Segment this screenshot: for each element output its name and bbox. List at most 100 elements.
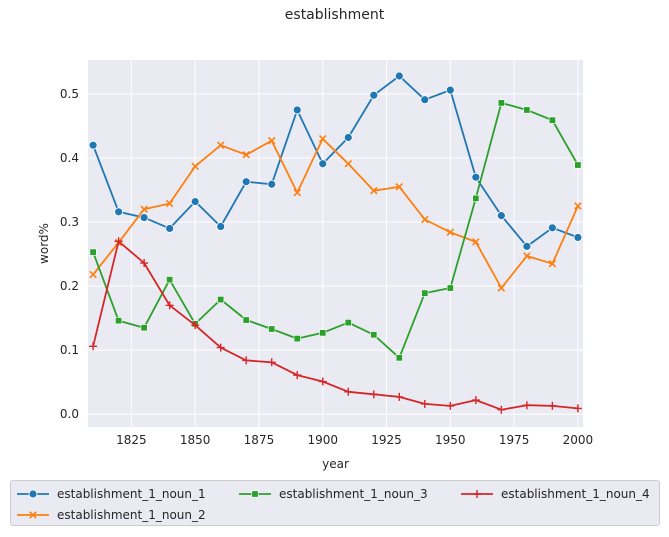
data-point — [217, 296, 225, 304]
x-tick-label: 1900 — [307, 433, 338, 447]
data-point — [292, 105, 302, 115]
legend-label: establishment_1_noun_2 — [57, 508, 206, 522]
y-tick-label: 0.4 — [60, 151, 79, 165]
series-layer — [88, 71, 583, 414]
data-point — [166, 276, 174, 284]
y-tick-label: 0.2 — [60, 279, 79, 293]
series-line — [92, 137, 579, 289]
data-point — [574, 202, 582, 210]
legend-marker — [473, 490, 481, 498]
data-point — [242, 151, 250, 159]
series-4 — [89, 237, 582, 414]
data-point — [548, 259, 557, 268]
series-2 — [89, 135, 582, 292]
data-point — [421, 289, 429, 297]
data-point — [114, 207, 124, 217]
data-point — [394, 71, 404, 81]
data-point — [496, 211, 506, 221]
x-axis-label: year — [322, 457, 349, 471]
chart-title: establishment — [284, 7, 385, 23]
legend-label: establishment_1_noun_4 — [501, 487, 650, 501]
data-point — [165, 199, 174, 208]
legend-label: establishment_1_noun_3 — [279, 487, 428, 501]
legend-swatch — [17, 489, 49, 499]
series-line — [92, 102, 579, 359]
data-point — [522, 241, 532, 251]
data-point — [89, 248, 97, 256]
data-point — [89, 342, 98, 351]
data-point — [140, 259, 149, 268]
data-point — [370, 186, 378, 195]
data-point — [497, 284, 506, 292]
data-point — [547, 223, 557, 233]
data-point — [191, 162, 199, 171]
series-3 — [89, 99, 582, 362]
plot-area — [88, 60, 583, 427]
data-point — [369, 390, 378, 399]
data-point — [548, 401, 557, 410]
data-point — [472, 194, 480, 202]
y-tick-label: 0.0 — [60, 407, 79, 421]
data-point — [191, 321, 200, 330]
data-point — [318, 159, 328, 169]
data-point — [369, 90, 379, 100]
data-point — [293, 371, 302, 380]
y-tick-label: 0.3 — [60, 215, 79, 229]
axis-ticks: 1825 1850 1875 1900 1925 1950 1975 2000 0.0 0.1 0.… — [60, 87, 593, 447]
y-tick-label: 0.5 — [60, 87, 79, 101]
x-tick-label: 2000 — [563, 433, 594, 447]
legend-swatch — [461, 490, 493, 498]
data-point — [267, 179, 277, 189]
data-point — [445, 85, 455, 95]
data-point — [242, 356, 251, 365]
data-point — [318, 135, 327, 143]
x-tick-label: 1825 — [116, 433, 147, 447]
data-point — [88, 140, 98, 150]
x-tick-label: 1925 — [371, 433, 402, 447]
data-point — [523, 106, 531, 114]
data-point — [446, 284, 454, 292]
data-point — [395, 392, 404, 401]
data-point — [395, 354, 403, 362]
data-point — [139, 213, 149, 222]
legend-marker — [29, 511, 37, 519]
data-point — [216, 343, 225, 352]
data-point — [420, 95, 430, 105]
data-point — [472, 238, 480, 246]
data-point — [344, 159, 353, 168]
data-point — [471, 172, 481, 182]
x-tick-label: 1950 — [435, 433, 466, 447]
data-point — [165, 224, 175, 233]
y-axis-label: word% — [37, 223, 51, 264]
data-point — [446, 228, 455, 237]
data-point — [140, 324, 148, 332]
data-point — [548, 116, 556, 124]
data-point — [497, 99, 505, 107]
data-point — [89, 270, 97, 279]
data-point — [471, 396, 480, 405]
x-tick-label: 1875 — [244, 433, 275, 447]
data-point — [293, 188, 301, 197]
data-point — [420, 399, 429, 408]
data-point — [523, 252, 531, 260]
y-tick-label: 0.1 — [60, 343, 79, 357]
data-point — [114, 237, 123, 246]
legend-marker — [251, 490, 259, 498]
data-point — [293, 335, 301, 343]
data-point — [115, 317, 123, 325]
data-point — [267, 358, 276, 367]
legend-label: establishment_1_noun_1 — [57, 487, 206, 501]
legend-swatch — [239, 490, 271, 498]
data-point — [267, 136, 276, 145]
data-point — [268, 325, 276, 333]
data-point — [343, 133, 353, 142]
data-point — [241, 177, 251, 187]
data-point — [446, 401, 455, 410]
data-point — [190, 197, 200, 206]
data-point — [319, 329, 327, 337]
data-point — [573, 233, 583, 242]
data-point — [140, 205, 148, 213]
legend: establishment_1_noun_1 establishment_1_no… — [10, 480, 660, 526]
data-point — [522, 401, 531, 410]
